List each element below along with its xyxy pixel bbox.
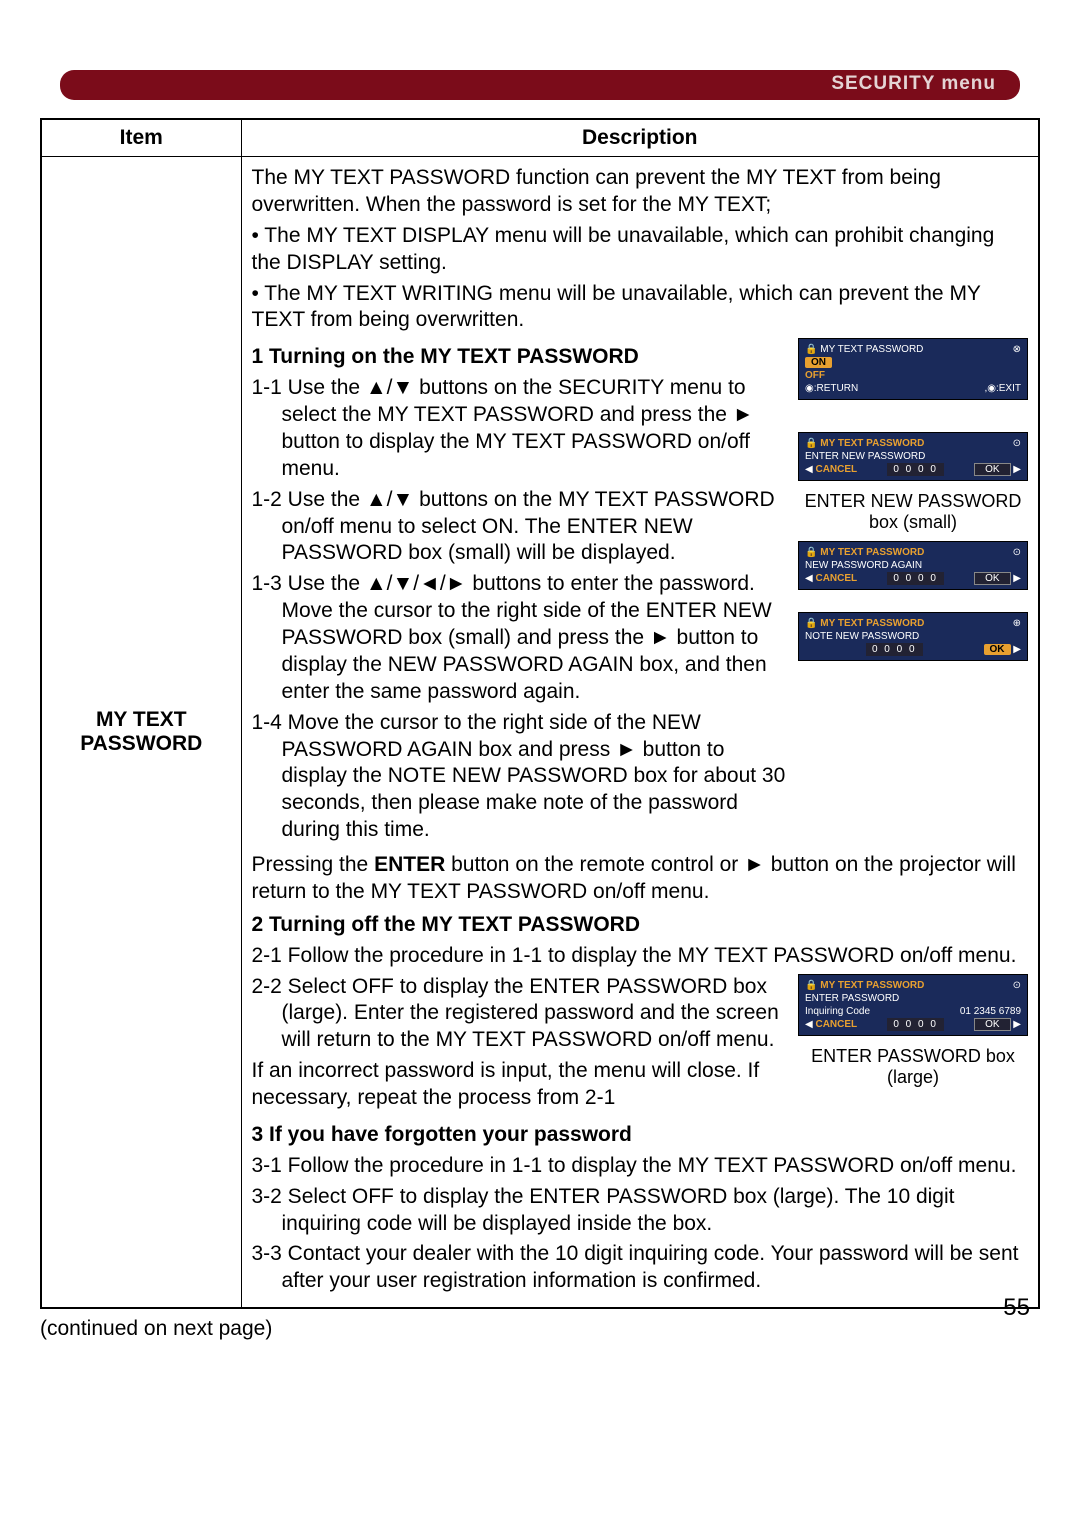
intro-line: The MY TEXT PASSWORD function can preven… (252, 165, 1029, 219)
s3-step: 3-3 Contact your dealer with the 10 digi… (252, 1241, 1029, 1295)
osd-exit: ,◉:EXIT (984, 382, 1021, 395)
s2-step: 2-2 Select OFF to display the ENTER PASS… (252, 974, 789, 1055)
continued-text: (continued on next page) (40, 1317, 1040, 1341)
osd-enter-new: 🔒 MY TEXT PASSWORD⊙ ENTER NEW PASSWORD ◀… (798, 432, 1028, 481)
osd-return: ◉:RETURN (805, 382, 858, 395)
osd-onoff: 🔒 MY TEXT PASSWORD⊗ ON OFF ◉:RETURN,◉:EX… (798, 338, 1028, 400)
page-number: 55 (1003, 1294, 1030, 1322)
col-header-item: Item (41, 119, 241, 157)
item-cell: MY TEXT PASSWORD (41, 157, 241, 1309)
s1-step: 1-4 Move the cursor to the right side of… (252, 710, 789, 844)
s1-step: 1-1 Use the ▲/▼ buttons on the SECURITY … (252, 375, 789, 483)
osd-caption2: ENTER PASSWORD box (large) (798, 1046, 1028, 1088)
header-bar: SECURITY menu (60, 70, 1020, 100)
s2-footer: If an incorrect password is input, the m… (252, 1058, 789, 1112)
main-table: Item Description MY TEXT PASSWORD The MY… (40, 118, 1040, 1309)
osd-title: MY TEXT PASSWORD (820, 344, 923, 355)
osd-enter-pwd-label: ENTER PASSWORD (805, 992, 1021, 1005)
s3-step: 3-1 Follow the procedure in 1-1 to displ… (252, 1153, 1029, 1180)
description-cell: The MY TEXT PASSWORD function can preven… (241, 157, 1039, 1309)
osd-note-new-label: NOTE NEW PASSWORD (805, 630, 1021, 643)
osd-enter-pwd: 🔒 MY TEXT PASSWORD⊙ ENTER PASSWORD Inqui… (798, 974, 1028, 1036)
osd-caption1: ENTER NEW PASSWORD box (small) (798, 491, 1028, 533)
s3-step: 3-2 Select OFF to display the ENTER PASS… (252, 1184, 1029, 1238)
col-header-desc: Description (241, 119, 1039, 157)
osd-on: ON (805, 357, 832, 368)
section2-title: 2 Turning off the MY TEXT PASSWORD (252, 912, 1029, 939)
item-label: MY TEXT PASSWORD (80, 708, 202, 755)
osd-off: OFF (805, 370, 825, 381)
osd-new-again: 🔒 MY TEXT PASSWORD⊙ NEW PASSWORD AGAIN ◀… (798, 541, 1028, 590)
osd-enter-new-label: ENTER NEW PASSWORD (805, 450, 1021, 463)
osd-column: 🔒 MY TEXT PASSWORD⊗ ON OFF ◉:RETURN,◉:EX… (798, 338, 1028, 848)
s2-step: 2-1 Follow the procedure in 1-1 to displ… (252, 943, 1029, 970)
section1-title: 1 Turning on the MY TEXT PASSWORD (252, 344, 789, 371)
osd-new-again-label: NEW PASSWORD AGAIN (805, 559, 1021, 572)
osd-note-new: 🔒 MY TEXT PASSWORD⊕ NOTE NEW PASSWORD 0 … (798, 612, 1028, 661)
osd-inq-code: 01 2345 6789 (960, 1005, 1021, 1018)
section3-title: 3 If you have forgotten your password (252, 1122, 1029, 1149)
intro-line: • The MY TEXT DISPLAY menu will be unava… (252, 223, 1029, 277)
header-title: SECURITY menu (831, 73, 996, 95)
osd-inq-label: Inquiring Code (805, 1005, 870, 1018)
s1-step: 1-2 Use the ▲/▼ buttons on the MY TEXT P… (252, 487, 789, 568)
s1-footer: Pressing the ENTER button on the remote … (252, 852, 1029, 906)
s1-step: 1-3 Use the ▲/▼/◄/► buttons to enter the… (252, 571, 789, 705)
intro-line: • The MY TEXT WRITING menu will be unava… (252, 281, 1029, 335)
